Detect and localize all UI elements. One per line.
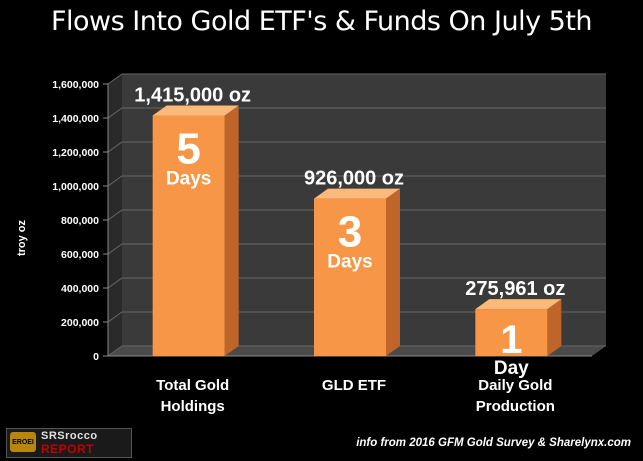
data-label: 926,000 oz — [304, 168, 404, 190]
category-label: Holdings — [161, 398, 225, 415]
days-word: Days — [327, 252, 372, 273]
logo-line2: REPORT — [41, 442, 95, 456]
gridline — [107, 73, 606, 85]
logo-line1: SRSrocco — [41, 430, 98, 442]
category-label: Production — [476, 398, 555, 415]
bar-top — [475, 299, 562, 310]
bar — [475, 309, 548, 356]
y-tick-label: 800,000 — [61, 215, 99, 227]
data-label: 275,961 oz — [465, 278, 565, 300]
srsrocco-report-logo: EROEI SRSrocco REPORT — [6, 428, 132, 458]
source-note: info from 2016 GFM Gold Survey & Sharely… — [356, 437, 631, 449]
gridline — [107, 141, 606, 153]
bar — [152, 115, 225, 356]
y-tick-label: 600,000 — [61, 249, 99, 261]
y-tick-label: 200,000 — [61, 317, 99, 329]
y-tick-label: 1,600,000 — [52, 79, 99, 91]
y-axis-label: troy oz — [16, 219, 28, 256]
bar — [314, 198, 386, 356]
bar-side — [224, 105, 239, 356]
gridline — [107, 209, 606, 221]
gridline — [107, 107, 606, 119]
bar-side — [386, 188, 400, 356]
days-number: 3 — [338, 208, 362, 257]
category-label: Total Gold — [156, 377, 229, 394]
days-word: Days — [166, 168, 211, 189]
days-number: 5 — [176, 124, 200, 173]
bar-side — [547, 299, 562, 356]
category-label: Daily Gold — [478, 377, 552, 394]
gridline — [107, 311, 606, 323]
bar-top — [314, 188, 400, 199]
y-tick-label: 1,200,000 — [52, 147, 99, 159]
chart-title: Flows Into Gold ETF's & Funds On July 5t… — [50, 6, 593, 37]
y-tick-label: 0 — [93, 351, 99, 363]
days-number: 1 — [500, 318, 522, 362]
days-word: Day — [494, 358, 529, 379]
bar-top — [152, 105, 239, 116]
gridline — [107, 175, 606, 187]
gridline — [107, 243, 606, 255]
category-label: GLD ETF — [322, 377, 386, 394]
y-tick-label: 1,000,000 — [52, 181, 99, 193]
gridline — [107, 277, 606, 289]
gridline — [107, 345, 606, 357]
logo-badge: EROEI — [10, 432, 36, 452]
data-label: 1,415,000 oz — [134, 84, 251, 106]
y-tick-label: 400,000 — [61, 283, 99, 295]
y-tick-label: 1,400,000 — [52, 113, 99, 125]
